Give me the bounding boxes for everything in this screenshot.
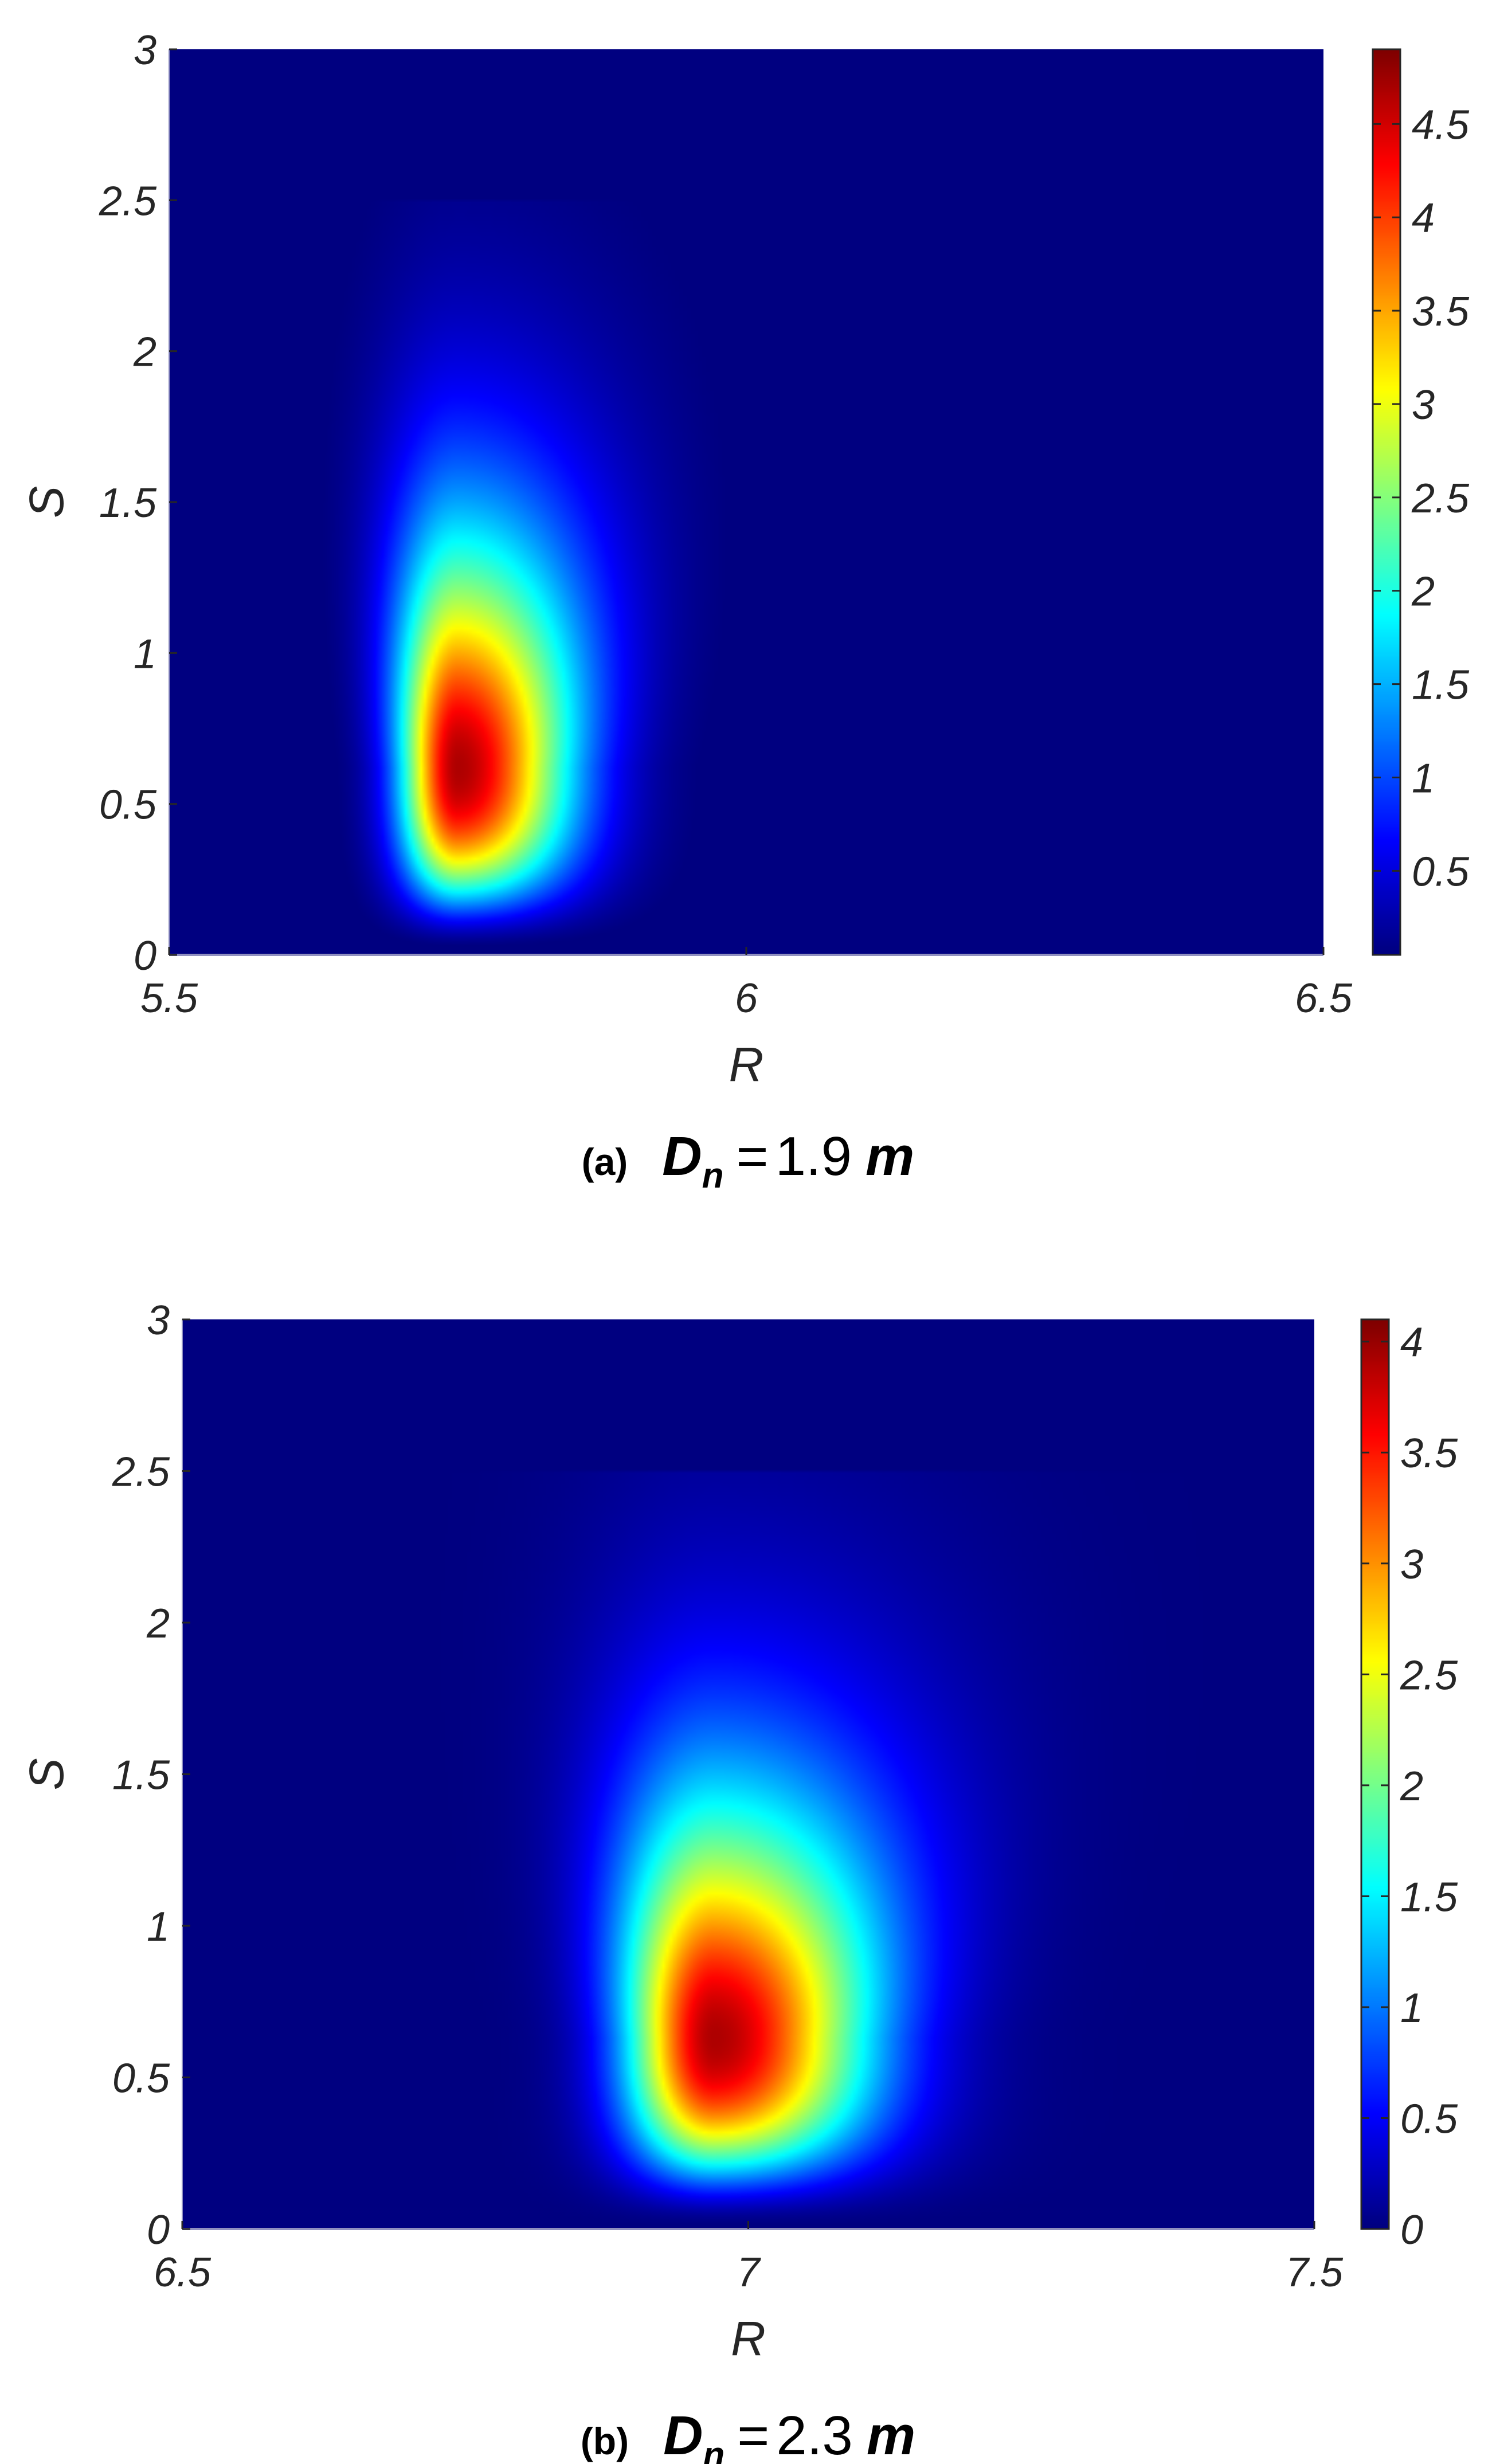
x-tick-label: 6 bbox=[735, 976, 758, 1021]
x-axis-label: R bbox=[729, 1037, 764, 1091]
colorbar: 0.5 1 1.5 2 2.5 3 3.5 4 4.5 bbox=[1372, 48, 1470, 956]
y-tick-label: 2.5 bbox=[112, 1450, 170, 1495]
y-tick-label: 0.5 bbox=[99, 782, 157, 828]
panel-a: 5.5 6 6.5 0 0.5 1 1.5 2 2.5 3 R S 0.5 1 1.5 2 2.5 3 3.5 4 4.… bbox=[19, 28, 1470, 1196]
colorbar-tick-label: 0.5 bbox=[1400, 2096, 1458, 2142]
colorbar-tick-label: 2 bbox=[1411, 569, 1435, 615]
caption-subscript: n bbox=[702, 1156, 724, 1196]
colorbar-tick-label: 1 bbox=[1412, 756, 1435, 802]
colorbar-tick-label: 3 bbox=[1412, 382, 1435, 428]
colorbar-tick-label: 1.5 bbox=[1412, 663, 1470, 708]
colorbar-tick-label: 3.5 bbox=[1400, 1431, 1458, 1476]
colorbar-tick-label: 2.5 bbox=[1400, 1652, 1458, 1698]
y-axis-label: S bbox=[19, 486, 73, 518]
y-tick-label: 0 bbox=[134, 933, 156, 979]
caption-operator: = bbox=[737, 2405, 769, 2464]
y-tick-label: 2.5 bbox=[99, 178, 157, 224]
caption-unit: m bbox=[866, 1126, 914, 1187]
colorbar-tick-label: 0 bbox=[1400, 2207, 1423, 2253]
colorbar-tick-label: 4.5 bbox=[1412, 102, 1470, 148]
y-tick-label: 1.5 bbox=[112, 1753, 170, 1799]
panel-caption: (b) Dn = 2.3 m bbox=[581, 2405, 915, 2464]
colorbar-tick-label: 1 bbox=[1400, 1985, 1423, 2031]
y-tick-label: 0 bbox=[147, 2207, 170, 2253]
caption-symbol: D bbox=[663, 2405, 703, 2464]
y-axis-label: S bbox=[19, 1758, 73, 1790]
colorbar-frame bbox=[1372, 48, 1401, 956]
x-tick-label: 6.5 bbox=[154, 2250, 212, 2295]
caption-value: 1.9 bbox=[776, 1126, 852, 1187]
x-axis-label: R bbox=[731, 2312, 766, 2365]
x-tick-label: 6.5 bbox=[1295, 976, 1353, 1021]
caption-operator: = bbox=[737, 1126, 769, 1187]
colorbar-gradient bbox=[1361, 1319, 1389, 2229]
colorbar-tick-label: 4 bbox=[1400, 1320, 1423, 1366]
colorbar-frame bbox=[1360, 1318, 1390, 2230]
heatmap-field bbox=[182, 1319, 1314, 2229]
y-tick-label: 2 bbox=[146, 1601, 170, 1647]
y-tick-label: 1.5 bbox=[99, 480, 157, 526]
colorbar-tick-label: 1.5 bbox=[1400, 1874, 1458, 1920]
colorbar-tick-label: 2.5 bbox=[1411, 476, 1470, 522]
heatmap-field bbox=[169, 49, 1323, 955]
caption-subscript: n bbox=[703, 2435, 724, 2464]
colorbar-tick-label: 2 bbox=[1400, 1764, 1423, 1809]
y-tick-label: 3 bbox=[147, 1298, 170, 1343]
caption-value: 2.3 bbox=[776, 2405, 852, 2464]
colorbar-tick-label: 0.5 bbox=[1412, 849, 1470, 895]
colorbar: 0 0.5 1 1.5 2 2.5 3 3.5 4 bbox=[1360, 1318, 1458, 2253]
colorbar-tick-label: 4 bbox=[1412, 195, 1435, 241]
panel-label: (b) bbox=[581, 2420, 629, 2462]
colorbar-tick-label: 3.5 bbox=[1412, 289, 1470, 335]
panel-label: (a) bbox=[582, 1141, 628, 1183]
x-tick-label: 7.5 bbox=[1286, 2250, 1344, 2295]
panel-b: 6.5 7 7.5 0 0.5 1 1.5 2 2.5 3 R S 0 0.5 1 1.5 2 2.5 3 3.5 4 (… bbox=[19, 1298, 1458, 2464]
panel-caption: (a) Dn = 1.9 m bbox=[582, 1126, 915, 1196]
y-tick-label: 2 bbox=[133, 330, 156, 375]
y-tick-label: 3 bbox=[134, 28, 156, 73]
y-tick-label: 0.5 bbox=[112, 2056, 170, 2102]
caption-symbol: D bbox=[662, 1126, 702, 1187]
y-tick-label: 1 bbox=[147, 1904, 170, 1950]
y-tick-label: 1 bbox=[134, 631, 156, 677]
caption-unit: m bbox=[867, 2405, 915, 2464]
colorbar-gradient bbox=[1373, 49, 1400, 955]
x-tick-label: 7 bbox=[737, 2250, 761, 2295]
colorbar-tick-label: 3 bbox=[1400, 1542, 1423, 1588]
x-tick-label: 5.5 bbox=[140, 976, 198, 1021]
